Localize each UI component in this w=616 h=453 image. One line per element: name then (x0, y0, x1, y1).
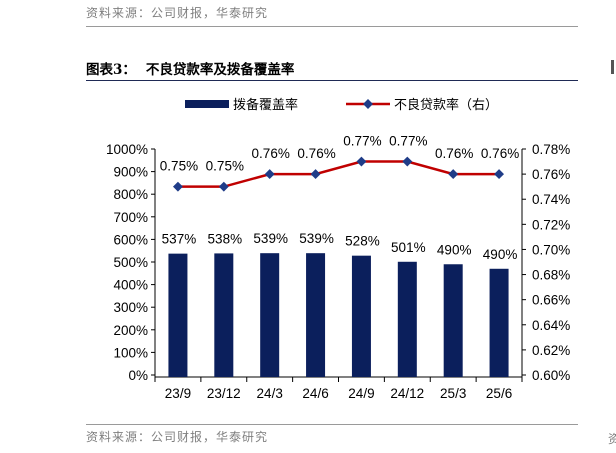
line-point (402, 156, 413, 167)
right-axis-tick-label: 0.68% (532, 268, 570, 283)
figure-heading: 图表3： 不良贷款率及拨备覆盖率 (86, 58, 294, 78)
right-axis-tick-label: 0.62% (532, 343, 570, 358)
x-axis-tick-label: 24/12 (390, 386, 424, 401)
line-point (310, 169, 321, 180)
line-data-label: 0.76% (297, 146, 335, 161)
left-axis-tick-label: 400% (113, 278, 148, 293)
line-data-label: 0.77% (389, 134, 427, 149)
right-axis-tick-label: 0.74% (532, 192, 570, 207)
legend-item-bar: 拨备覆盖率 (185, 94, 298, 113)
bar (351, 255, 371, 377)
x-axis-tick-label: 24/9 (348, 386, 374, 401)
left-axis-tick-label: 300% (113, 300, 148, 315)
left-axis-tick-label: 700% (113, 210, 148, 225)
left-axis-tick-label: 1000% (106, 142, 148, 157)
line-data-label: 0.76% (435, 146, 473, 161)
line-data-label: 0.76% (481, 146, 519, 161)
line-point (356, 156, 367, 167)
left-axis-tick-label: 100% (113, 345, 148, 360)
line-point (494, 169, 505, 180)
legend-swatch-bar (185, 99, 229, 108)
right-axis-tick-label: 0.60% (532, 368, 570, 383)
left-axis-tick-label: 800% (113, 187, 148, 202)
right-axis-tick-label: 0.64% (532, 318, 570, 333)
line-data-label: 0.77% (343, 134, 381, 149)
x-axis-tick-label: 24/6 (302, 386, 328, 401)
divider-bottom (86, 424, 578, 425)
source-note-bottom: 资料来源：公司财报，华泰研究 (86, 430, 269, 444)
npl-ratio-line (177, 160, 500, 188)
left-axis-tick-label: 600% (113, 232, 148, 247)
left-axis-tick-label: 0% (128, 368, 148, 383)
bar-data-label: 528% (345, 234, 380, 249)
edge-marker-bottom: 资 (608, 432, 616, 446)
right-axis-tick-label: 0.70% (532, 242, 570, 257)
bar-data-label: 537% (162, 232, 197, 247)
left-axis-tick-label: 500% (113, 255, 148, 270)
right-axis-tick-label: 0.66% (532, 293, 570, 308)
chart-legend: 拨备覆盖率 不良贷款率（右） (0, 94, 616, 114)
figure-label: 图表3： (86, 62, 136, 78)
legend-label-bar: 拨备覆盖率 (233, 98, 299, 113)
x-axis-tick-label: 23/12 (207, 386, 241, 401)
bar-data-label: 539% (299, 231, 334, 246)
bar (489, 268, 509, 377)
legend-swatch-line (346, 98, 390, 109)
bar (168, 253, 188, 377)
line-data-label: 0.75% (206, 159, 244, 174)
x-axis-tick-label: 25/6 (486, 386, 512, 401)
line-data-label: 0.76% (252, 146, 290, 161)
x-axis-tick-label: 23/9 (165, 386, 191, 401)
source-note-top: 资料来源：公司财报，华泰研究 (86, 6, 269, 20)
right-axis-tick-label: 0.76% (532, 167, 570, 182)
bar (214, 253, 234, 377)
bar (397, 261, 417, 377)
x-axis-tick-label: 24/3 (257, 386, 283, 401)
line-point (172, 181, 183, 192)
bar-data-label: 501% (391, 240, 426, 255)
legend-label-line: 不良贷款率（右） (394, 98, 499, 113)
legend-item-line: 不良贷款率（右） (346, 94, 498, 113)
figure-title: 不良贷款率及拨备覆盖率 (145, 62, 295, 78)
divider-top (86, 26, 578, 27)
divider-title (86, 80, 578, 81)
bar-data-label: 539% (253, 231, 288, 246)
right-axis-tick-label: 0.78% (532, 142, 570, 157)
line-point (448, 169, 459, 180)
bar-data-label: 538% (208, 231, 243, 246)
bar (443, 264, 463, 377)
line-data-label: 0.75% (160, 159, 198, 174)
x-axis-tick-label: 25/3 (440, 386, 466, 401)
left-axis-tick-label: 200% (113, 323, 148, 338)
bar-data-label: 490% (437, 242, 472, 257)
edge-marker (611, 60, 614, 74)
bar-data-label: 490% (483, 247, 518, 262)
bar (260, 253, 280, 377)
bar (306, 253, 326, 377)
line-point (218, 181, 229, 192)
right-axis-tick-label: 0.72% (532, 217, 570, 232)
left-axis-tick-label: 900% (113, 165, 148, 180)
line-point (264, 169, 275, 180)
